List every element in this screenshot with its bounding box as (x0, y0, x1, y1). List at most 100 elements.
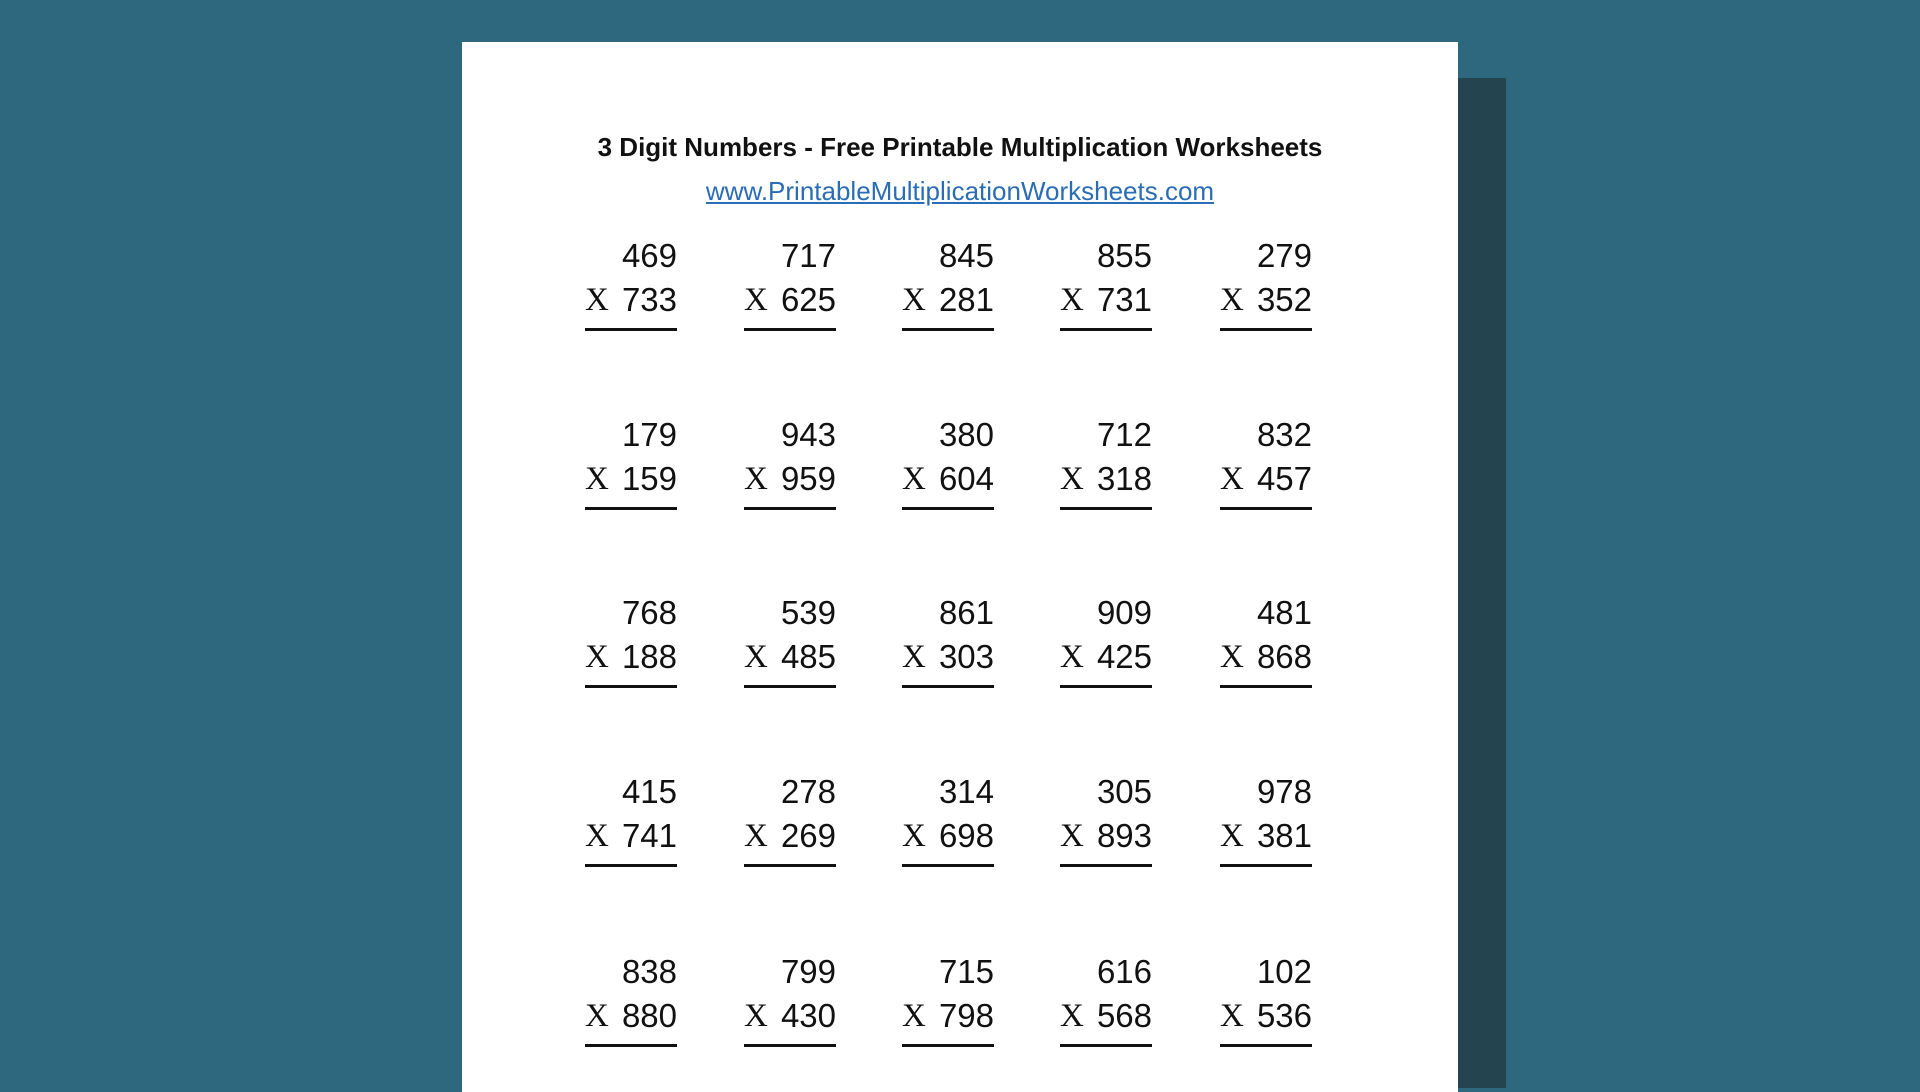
multiplicand: 909 (1096, 594, 1152, 631)
multiplier: 731 (1096, 281, 1152, 318)
multiplier: 485 (780, 638, 836, 675)
multiplier: 281 (938, 281, 994, 318)
multiplication-problem: 845 X 281 (902, 234, 994, 331)
multiplier: 698 (938, 817, 994, 854)
multiplication-problem: 768 X 188 (585, 591, 677, 688)
multiply-sign: X (744, 461, 768, 497)
multiplication-problem: 832 X 457 (1220, 413, 1312, 510)
multiplicand: 838 (621, 953, 677, 990)
multiply-sign: X (1220, 639, 1244, 675)
multiplier: 741 (621, 817, 677, 854)
multiplication-problem: 305 X 893 (1060, 770, 1152, 867)
multiply-sign: X (902, 998, 926, 1034)
multiplicand: 539 (780, 594, 836, 631)
multiplication-problem: 481 X 868 (1220, 591, 1312, 688)
multiply-sign: X (1060, 818, 1084, 854)
multiply-sign: X (744, 818, 768, 854)
multiplier: 430 (780, 997, 836, 1034)
multiply-sign: X (1060, 282, 1084, 318)
multiplication-problem: 469 X 733 (585, 234, 677, 331)
multiplier: 159 (621, 460, 677, 497)
answer-line (902, 1044, 994, 1047)
answer-line (1220, 864, 1312, 867)
multiply-sign: X (1220, 998, 1244, 1034)
multiplication-problem: 279 X 352 (1220, 234, 1312, 331)
multiplication-problem: 380 X 604 (902, 413, 994, 510)
multiplier: 868 (1256, 638, 1312, 675)
multiplicand: 845 (938, 237, 994, 274)
multiplicand: 978 (1256, 773, 1312, 810)
answer-line (1220, 507, 1312, 510)
multiplication-problem: 415 X 741 (585, 770, 677, 867)
multiply-sign: X (744, 282, 768, 318)
multiplicand: 715 (938, 953, 994, 990)
multiplier: 188 (621, 638, 677, 675)
multiplicand: 799 (780, 953, 836, 990)
multiplication-problem: 943 X 959 (744, 413, 836, 510)
answer-line (902, 685, 994, 688)
multiplication-problem: 855 X 731 (1060, 234, 1152, 331)
multiplication-problem: 978 X 381 (1220, 770, 1312, 867)
answer-line (1060, 685, 1152, 688)
multiply-sign: X (585, 818, 609, 854)
multiplier: 318 (1096, 460, 1152, 497)
multiplier: 425 (1096, 638, 1152, 675)
multiply-sign: X (902, 461, 926, 497)
multiply-sign: X (1060, 461, 1084, 497)
multiplier: 536 (1256, 997, 1312, 1034)
multiplicand: 278 (780, 773, 836, 810)
multiplicand: 768 (621, 594, 677, 631)
multiplicand: 305 (1096, 773, 1152, 810)
answer-line (585, 328, 677, 331)
multiplication-problem: 616 X 568 (1060, 950, 1152, 1047)
multiply-sign: X (585, 282, 609, 318)
multiplier: 604 (938, 460, 994, 497)
answer-line (902, 328, 994, 331)
multiplier: 733 (621, 281, 677, 318)
multiplicand: 279 (1256, 237, 1312, 274)
multiplication-problem: 717 X 625 (744, 234, 836, 331)
answer-line (1060, 507, 1152, 510)
multiplier: 303 (938, 638, 994, 675)
answer-line (585, 864, 677, 867)
worksheet-title: 3 Digit Numbers - Free Printable Multipl… (597, 132, 1323, 162)
multiplicand: 832 (1256, 416, 1312, 453)
answer-line (585, 507, 677, 510)
answer-line (902, 507, 994, 510)
multiplier: 625 (780, 281, 836, 318)
answer-line (744, 864, 836, 867)
multiply-sign: X (744, 998, 768, 1034)
multiplicand: 469 (621, 237, 677, 274)
multiplier: 880 (621, 997, 677, 1034)
multiplicand: 943 (780, 416, 836, 453)
website-link[interactable]: www.PrintableMultiplicationWorksheets.co… (705, 176, 1215, 206)
multiply-sign: X (1220, 818, 1244, 854)
multiplication-problem: 715 X 798 (902, 950, 994, 1047)
answer-line (1060, 328, 1152, 331)
multiplicand: 855 (1096, 237, 1152, 274)
multiplication-problem: 278 X 269 (744, 770, 836, 867)
worksheet-page: 3 Digit Numbers - Free Printable Multipl… (462, 42, 1458, 1092)
multiplicand: 380 (938, 416, 994, 453)
answer-line (1220, 685, 1312, 688)
multiplier: 381 (1256, 817, 1312, 854)
multiply-sign: X (585, 639, 609, 675)
multiplier: 352 (1256, 281, 1312, 318)
answer-line (744, 328, 836, 331)
multiplicand: 861 (938, 594, 994, 631)
answer-line (1220, 328, 1312, 331)
multiply-sign: X (1220, 282, 1244, 318)
multiplicand: 481 (1256, 594, 1312, 631)
multiply-sign: X (1060, 998, 1084, 1034)
answer-line (744, 507, 836, 510)
multiplicand: 717 (780, 237, 836, 274)
multiply-sign: X (1220, 461, 1244, 497)
multiplicand: 102 (1256, 953, 1312, 990)
multiply-sign: X (902, 282, 926, 318)
answer-line (744, 685, 836, 688)
multiplier: 959 (780, 460, 836, 497)
multiplicand: 314 (938, 773, 994, 810)
multiply-sign: X (585, 998, 609, 1034)
multiplication-problem: 179 X 159 (585, 413, 677, 510)
multiplier: 893 (1096, 817, 1152, 854)
